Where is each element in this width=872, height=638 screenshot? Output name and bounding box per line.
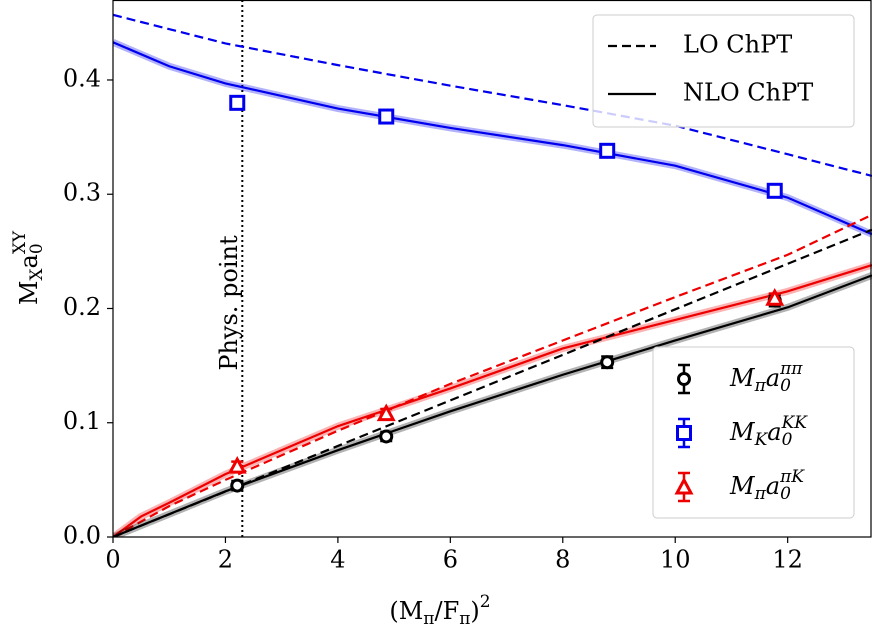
x-axis-label-part: π — [423, 609, 434, 629]
legend-label-part: K — [754, 430, 769, 450]
legend-label-part: a — [766, 364, 780, 392]
legend-label-part: a — [766, 472, 780, 500]
x-axis-label-part: ) — [470, 597, 479, 625]
data-point — [766, 182, 783, 199]
lo-curve — [113, 228, 872, 537]
x-axis-label-part: π — [459, 609, 470, 629]
legend-label: Mπa0ππ — [729, 359, 803, 396]
x-axis-label-part: 2 — [480, 592, 491, 612]
y-axis-label-part: 0 — [27, 243, 47, 254]
y-axis-label-part: XY — [10, 230, 30, 254]
y-tick-label: 0.2 — [63, 293, 101, 321]
x-tick-label: 2 — [218, 546, 233, 574]
legend-label: MKa0KK — [729, 413, 808, 450]
y-tick-label: 0.4 — [63, 64, 101, 92]
y-tick-label: 0.1 — [63, 407, 101, 435]
legend-marker — [677, 372, 691, 386]
x-tick-label: 4 — [330, 546, 345, 574]
data-point — [765, 288, 785, 306]
data-point — [600, 355, 615, 370]
lo-curve — [113, 213, 872, 537]
x-tick-label: 8 — [555, 546, 570, 574]
data-point — [227, 455, 247, 474]
legend-box — [652, 346, 855, 519]
data-point — [230, 478, 245, 493]
x-axis-label-part: (M — [389, 597, 423, 625]
plot-area — [113, 13, 872, 537]
annotation: Phys. point — [215, 235, 243, 371]
data-point — [229, 94, 246, 111]
x-axis-label: (Mπ/Fπ)2 — [389, 592, 490, 629]
nlo-curve — [113, 41, 872, 236]
nlo-curve — [113, 274, 872, 537]
legend-label: LO ChPT — [683, 31, 792, 59]
legend-label-part: a — [767, 418, 781, 446]
legend-label: Mπa0πK — [729, 467, 805, 504]
legend-label-part: M — [729, 364, 756, 392]
legend-marker — [676, 425, 692, 441]
legend-label-part: ππ — [779, 359, 803, 379]
x-tick-label: 0 — [105, 546, 120, 574]
legend-label-part: M — [729, 418, 756, 446]
x-tick-label: 12 — [772, 546, 803, 574]
legend-label-part: 0 — [780, 484, 791, 504]
legend-label-part: KK — [781, 413, 809, 433]
y-axis-label: MXa0XY — [10, 230, 47, 305]
y-tick-label: 0.3 — [63, 179, 101, 207]
x-axis-label-part: /F — [434, 597, 459, 625]
legend-label-part: π — [754, 376, 767, 396]
y-tick-label: 0.0 — [63, 522, 101, 550]
legend-label-part: πK — [779, 467, 805, 487]
y-axis-label-part: M — [15, 281, 43, 306]
legend-marker — [674, 476, 694, 495]
legend-label: NLO ChPT — [683, 79, 813, 107]
legend-box — [592, 14, 855, 128]
plot-frame — [112, 0, 872, 538]
legend-label-part: π — [754, 484, 767, 504]
data-point — [599, 142, 616, 159]
legend-label-part: 0 — [780, 376, 791, 396]
data-point — [376, 403, 396, 422]
legend-label-part: 0 — [782, 430, 793, 450]
x-tick-label: 10 — [660, 546, 691, 574]
x-tick-label: 6 — [443, 546, 458, 574]
data-point — [378, 108, 395, 125]
legend-label-part: M — [729, 472, 756, 500]
data-point — [379, 429, 394, 444]
y-axis-label-part: a — [15, 254, 43, 268]
y-axis-label-part: X — [27, 268, 47, 281]
nlo-curve — [113, 264, 872, 537]
